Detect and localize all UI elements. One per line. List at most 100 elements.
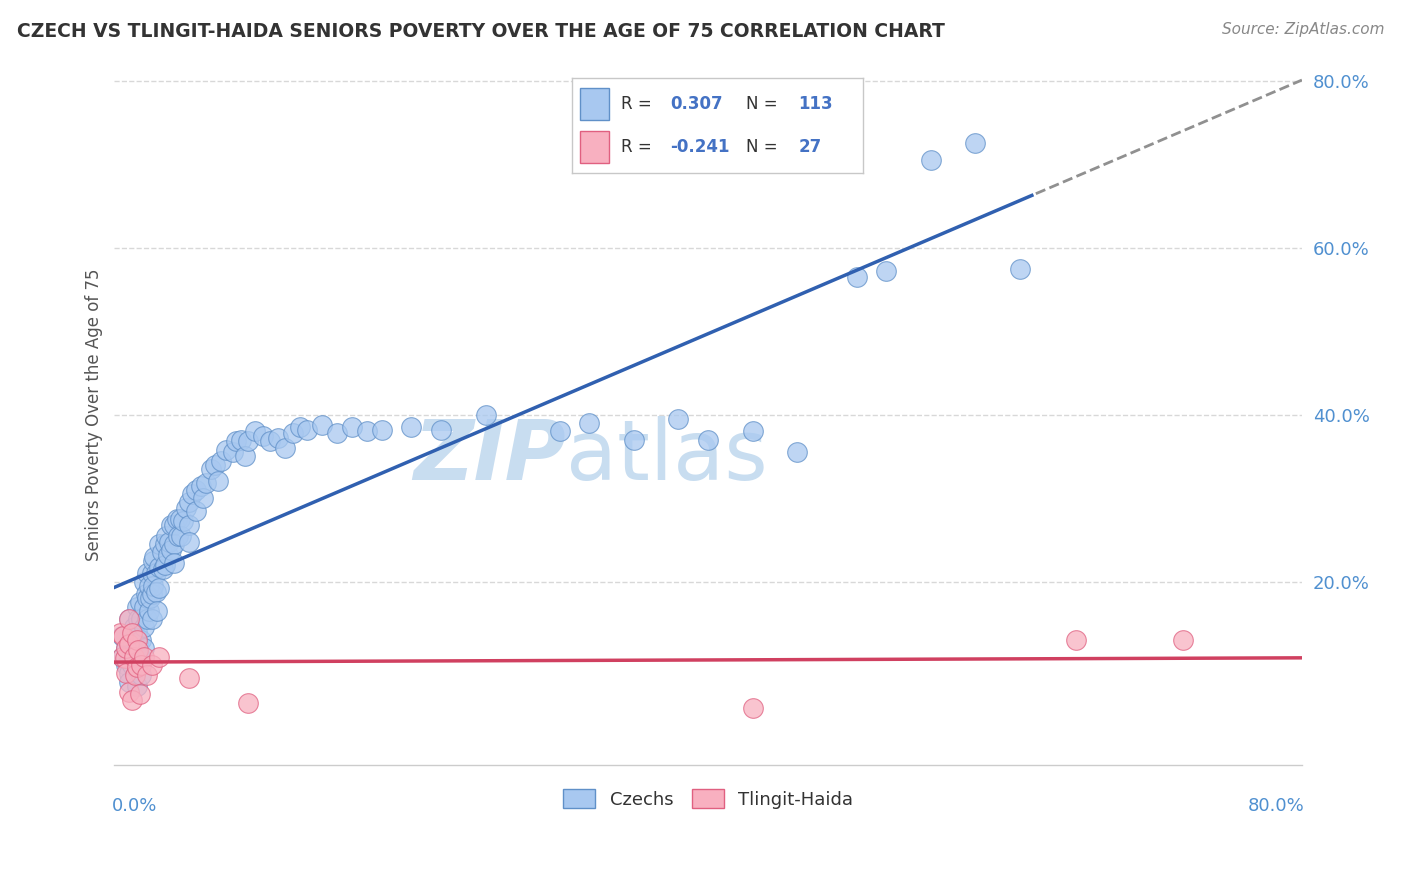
Point [121,632,143,647]
Point [114,651,136,665]
Point [132,599,155,614]
Point [145,566,167,581]
Point [623,433,645,447]
Point [174,501,197,516]
Point [229,433,252,447]
Point [233,450,256,464]
Point [215,442,238,457]
Point [741,701,763,715]
Point [125,624,148,639]
Point [148,537,170,551]
Point [125,662,148,676]
Point [548,425,571,439]
Point [146,604,169,618]
Point [118,637,141,651]
Point [148,559,170,574]
Point [115,658,138,673]
Point [136,612,159,626]
Point [326,425,349,440]
Point [920,153,942,167]
Point [139,591,162,606]
Point [115,641,138,656]
Point [153,558,176,572]
Point [193,491,215,505]
Point [129,632,152,647]
Point [125,599,148,614]
Point [128,687,150,701]
Point [129,668,152,682]
Point [207,475,229,489]
Point [172,515,194,529]
Point [152,562,174,576]
Point [159,542,181,557]
Point [121,693,143,707]
Text: ZIP: ZIP [413,417,565,497]
Point [118,637,141,651]
Point [200,462,222,476]
Point [786,445,808,459]
Point [141,658,163,673]
Point [184,503,207,517]
Point [288,420,311,434]
Point [129,658,152,673]
Point [141,587,163,601]
Point [340,420,363,434]
Point [311,417,333,432]
Point [163,537,186,551]
Point [195,476,218,491]
Point [125,659,148,673]
Point [141,566,163,581]
Point [274,441,297,455]
Point [143,549,166,564]
Point [121,626,143,640]
Text: 80.0%: 80.0% [1247,797,1305,814]
Point [177,495,200,509]
Point [118,685,141,699]
Point [190,478,212,492]
Point [136,668,159,682]
Point [153,537,176,551]
Point [167,529,190,543]
Point [118,612,141,626]
Point [209,453,232,467]
Point [965,136,987,151]
Point [115,641,138,656]
Point [122,646,145,660]
Point [125,679,148,693]
Point [166,512,188,526]
Point [132,649,155,664]
Point [474,408,496,422]
Point [356,425,378,439]
Point [111,649,134,664]
Point [118,612,141,626]
Point [177,671,200,685]
Point [157,534,180,549]
Point [169,512,191,526]
Point [132,574,155,589]
Point [252,428,274,442]
Point [148,581,170,595]
Point [136,566,159,581]
Point [142,554,165,568]
Point [118,666,141,681]
Point [121,658,143,673]
Point [177,517,200,532]
Point [125,643,148,657]
Text: 0.0%: 0.0% [112,797,157,814]
Point [132,641,155,656]
Text: atlas: atlas [565,417,768,497]
Point [1008,261,1031,276]
Point [297,423,319,437]
Point [163,517,186,532]
Point [222,445,245,459]
Point [401,420,423,434]
Point [136,591,159,606]
Point [122,620,145,634]
Point [127,643,149,657]
Point [180,487,202,501]
Point [1066,632,1088,647]
Point [845,269,868,284]
Point [159,517,181,532]
Point [125,632,148,647]
Point [155,529,177,543]
